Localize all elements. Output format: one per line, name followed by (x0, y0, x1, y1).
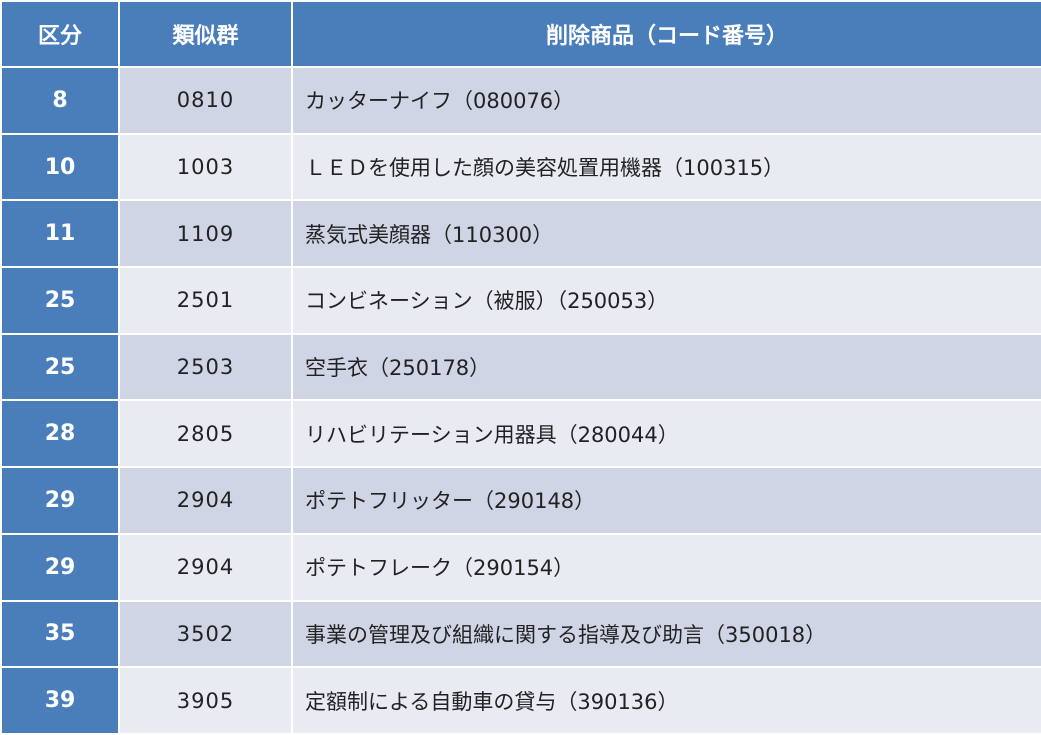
ruiji-cell: 1003 (118, 132, 293, 202)
item-cell: 定額制による自動車の貸与（390136） (291, 666, 1041, 735)
ruiji-cell: 2904 (118, 532, 293, 602)
table-row: 25 2501 コンビネーション（被服）（250053） (0, 266, 1041, 335)
table-body: 8 0810 カッターナイフ（080076） 10 1003 ＬＥＤを使用した顔… (0, 66, 1041, 735)
header-ruiji: 類似群 (118, 0, 293, 68)
table-row: 29 2904 ポテトフレーク（290154） (0, 532, 1041, 602)
kubun-cell: 11 (0, 199, 120, 269)
table-row: 39 3905 定額制による自動車の貸与（390136） (0, 666, 1041, 735)
item-cell: ポテトフリッター（290148） (291, 466, 1041, 535)
ruiji-cell: 2501 (118, 266, 293, 335)
item-cell: コンビネーション（被服）（250053） (291, 266, 1041, 335)
item-cell: カッターナイフ（080076） (291, 66, 1041, 135)
ruiji-cell: 0810 (118, 66, 293, 135)
kubun-cell: 39 (0, 666, 120, 735)
ruiji-cell: 1109 (118, 199, 293, 269)
ruiji-cell: 3905 (118, 666, 293, 735)
table-row: 25 2503 空手衣（250178） (0, 332, 1041, 402)
item-cell: 蒸気式美顔器（110300） (291, 199, 1041, 269)
item-cell: リハビリテーション用器具（280044） (291, 399, 1041, 469)
kubun-cell: 35 (0, 599, 120, 669)
header-kubun: 区分 (0, 0, 120, 68)
table-row: 8 0810 カッターナイフ（080076） (0, 66, 1041, 135)
item-cell: 事業の管理及び組織に関する指導及び助言（350018） (291, 599, 1041, 669)
table-row: 29 2904 ポテトフリッター（290148） (0, 466, 1041, 535)
table-row: 28 2805 リハビリテーション用器具（280044） (0, 399, 1041, 469)
ruiji-cell: 2503 (118, 332, 293, 402)
kubun-cell: 25 (0, 332, 120, 402)
ruiji-cell: 2805 (118, 399, 293, 469)
item-cell: ポテトフレーク（290154） (291, 532, 1041, 602)
table-header: 区分 類似群 削除商品（コード番号） (0, 0, 1041, 68)
header-item: 削除商品（コード番号） (291, 0, 1041, 68)
kubun-cell: 29 (0, 532, 120, 602)
item-cell: ＬＥＤを使用した顔の美容処置用機器（100315） (291, 132, 1041, 202)
item-cell: 空手衣（250178） (291, 332, 1041, 402)
table-row: 35 3502 事業の管理及び組織に関する指導及び助言（350018） (0, 599, 1041, 669)
kubun-cell: 28 (0, 399, 120, 469)
table-row: 10 1003 ＬＥＤを使用した顔の美容処置用機器（100315） (0, 132, 1041, 202)
ruiji-cell: 3502 (118, 599, 293, 669)
kubun-cell: 10 (0, 132, 120, 202)
ruiji-cell: 2904 (118, 466, 293, 535)
kubun-cell: 8 (0, 66, 120, 135)
header-row: 区分 類似群 削除商品（コード番号） (0, 0, 1041, 68)
table-row: 11 1109 蒸気式美顔器（110300） (0, 199, 1041, 269)
kubun-cell: 29 (0, 466, 120, 535)
kubun-cell: 25 (0, 266, 120, 335)
